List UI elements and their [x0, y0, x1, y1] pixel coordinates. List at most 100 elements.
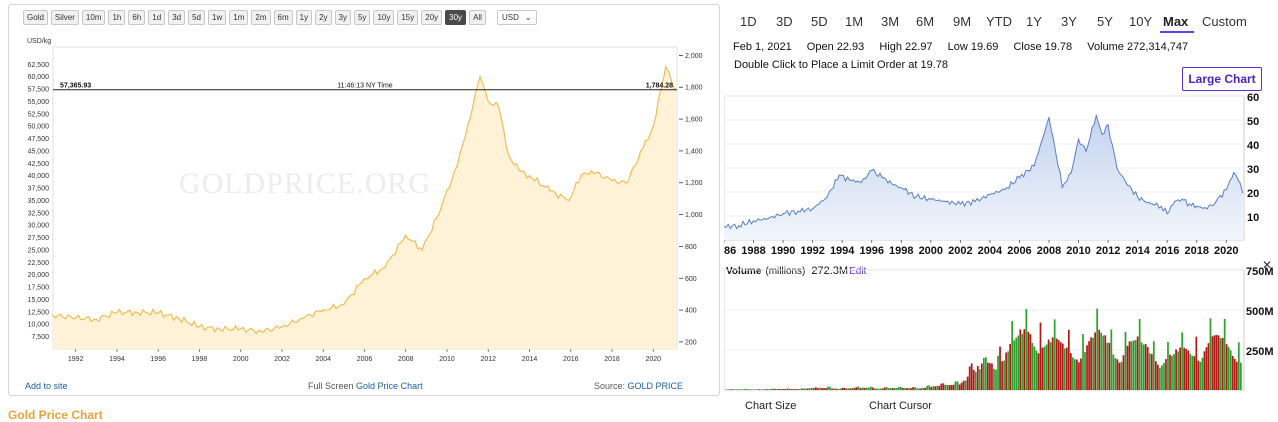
gold-data-point: [529, 175, 530, 176]
y-tick-right: 800: [685, 244, 697, 251]
volume-edit-link[interactable]: Edit: [849, 266, 866, 277]
y-tick-left: 10,000: [28, 322, 50, 329]
price-data-point: [1019, 177, 1020, 178]
volume-bar-down: [999, 347, 1001, 390]
volume-bar-down: [872, 387, 874, 390]
volume-bar-up: [1092, 338, 1094, 390]
volume-bar-down: [1019, 329, 1021, 390]
price-y-tick: 20: [1247, 188, 1259, 200]
volume-bar-down: [1123, 355, 1125, 390]
volume-bar-up: [975, 372, 977, 390]
volume-bar-down: [1222, 338, 1224, 390]
source-link[interactable]: GOLD PRICE: [628, 381, 684, 391]
price-area-fill: [724, 115, 1243, 240]
volume-bar-down: [1169, 355, 1171, 390]
volume-bar-up: [890, 388, 892, 390]
volume-bar-up: [768, 389, 770, 390]
gold-data-point: [498, 106, 499, 107]
volume-bar-up: [926, 386, 928, 390]
volume-bar-up: [1121, 362, 1123, 390]
volume-bar-down: [1086, 345, 1088, 390]
volume-bar-up: [888, 388, 890, 390]
gold-data-point: [488, 101, 489, 102]
y-tick-right: 1,800: [685, 85, 703, 92]
volume-bar-down: [1147, 347, 1149, 390]
volume-bar-down: [1145, 344, 1147, 390]
price-y-tick: 10: [1247, 212, 1259, 224]
volume-bar-up: [829, 387, 831, 390]
gold-data-point: [642, 148, 643, 149]
volume-bar-up: [1074, 359, 1076, 390]
chart-cursor-button[interactable]: Chart Cursor: [869, 400, 932, 412]
volume-bar-up: [858, 387, 860, 391]
volume-bar-down: [1048, 340, 1050, 391]
volume-bar-down: [1193, 356, 1195, 390]
y-tick-right: 600: [685, 276, 697, 283]
volume-bar-up: [851, 388, 853, 390]
volume-bar-up: [1125, 332, 1127, 390]
source-text: Source: GOLD PRICE: [594, 381, 683, 391]
volume-bar-down: [835, 389, 837, 390]
price-data-point: [893, 184, 894, 185]
volume-bar-down: [849, 388, 851, 390]
price-x-tick: 2000: [919, 245, 943, 257]
gold-price-chart-link[interactable]: Gold Price Chart: [356, 381, 423, 391]
volume-bar-up: [839, 389, 841, 390]
volume-bar-up: [752, 389, 754, 390]
chart-size-button[interactable]: Chart Size: [745, 400, 796, 412]
volume-bar-down: [841, 388, 843, 390]
y-tick-left: 35,000: [28, 198, 50, 205]
y-tick-right: 200: [685, 339, 697, 346]
volume-bar-up: [805, 388, 807, 390]
volume-bar-up: [742, 389, 744, 390]
volume-bar-down: [963, 381, 965, 390]
volume-bar-up: [1054, 319, 1056, 390]
price-volume-chart[interactable]: 6050403020101986198819901992199419961998…: [724, 0, 1278, 400]
volume-bar-up: [760, 389, 762, 390]
price-data-point: [1226, 189, 1227, 190]
volume-bar-down: [977, 366, 979, 390]
add-to-site-label[interactable]: Add to site: [25, 381, 68, 391]
volume-bar-up: [983, 358, 985, 390]
volume-bar-down: [1009, 344, 1011, 390]
volume-bar-up: [1230, 350, 1232, 390]
volume-bar-down: [1204, 351, 1206, 390]
price-data-point: [1078, 139, 1079, 140]
volume-bar-down: [1038, 353, 1040, 390]
volume-bar-up: [1167, 342, 1169, 390]
volume-bar-down: [1129, 341, 1131, 390]
gold-data-point: [405, 235, 406, 236]
price-x-tick: 1996: [859, 245, 883, 257]
price-data-point: [1102, 134, 1103, 135]
volume-bar-down: [1155, 361, 1157, 390]
gold-price-chart[interactable]: USD/kg62,50060,00057,50055,00052,50050,0…: [9, 5, 721, 377]
y-tick-right: 1,200: [685, 180, 703, 187]
volume-bar-up: [1141, 342, 1143, 390]
volume-bar-up: [787, 388, 789, 390]
gold-data-point: [219, 329, 220, 330]
add-to-site-link[interactable]: Add to site: [25, 381, 68, 391]
volume-bar-up: [876, 389, 878, 391]
volume-bar-down: [803, 389, 805, 390]
price-data-point: [768, 218, 769, 219]
volume-bar-down: [1206, 347, 1208, 390]
price-data-point: [753, 220, 754, 221]
volume-bar-down: [943, 383, 945, 390]
price-data-point: [871, 170, 872, 171]
volume-bar-down: [766, 389, 768, 390]
y-tick-left: 40,000: [28, 173, 50, 180]
price-data-point: [1048, 117, 1049, 118]
cursor-right-value: 1,784.28: [646, 83, 673, 90]
volume-bar-up: [1044, 347, 1046, 390]
volume-bar-up: [914, 387, 916, 390]
close-icon[interactable]: ✕: [1262, 258, 1272, 272]
gold-data-point: [519, 170, 520, 171]
volume-bar-up: [957, 381, 959, 390]
volume-bar-up: [1036, 351, 1038, 390]
gold-data-point: [343, 304, 344, 305]
volume-bar-up: [758, 389, 760, 390]
price-data-point: [1096, 115, 1097, 116]
price-data-point: [1004, 189, 1005, 190]
volume-bar-up: [781, 389, 783, 390]
